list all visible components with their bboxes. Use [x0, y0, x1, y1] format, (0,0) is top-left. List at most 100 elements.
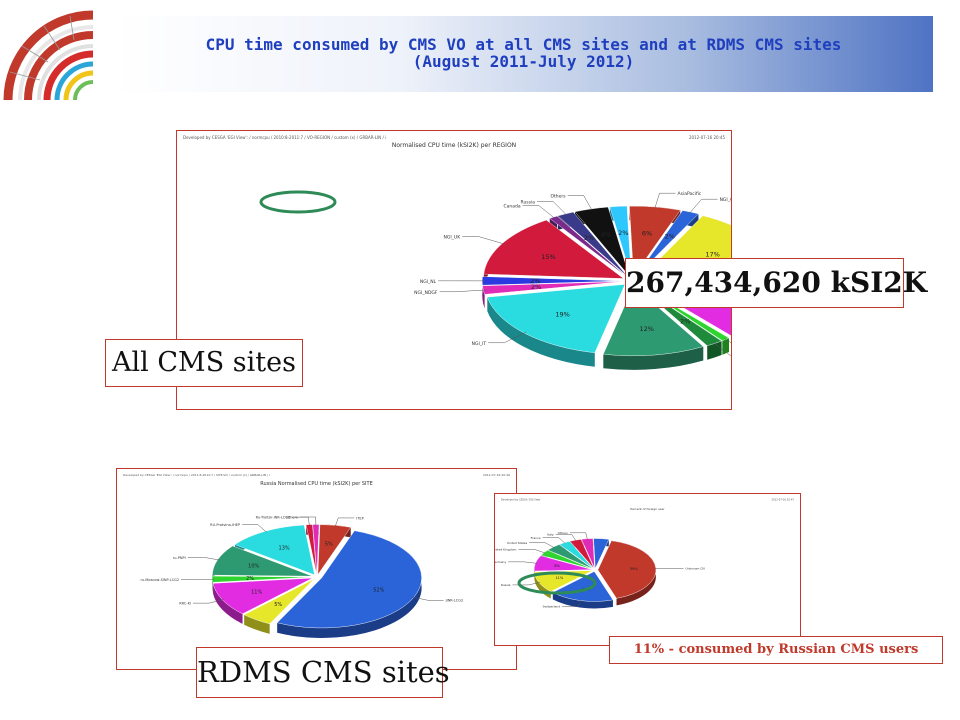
- slice-value-label: 5%: [274, 602, 282, 608]
- page-title: CPU time consumed by CMS VO at all CMS s…: [114, 36, 933, 70]
- slice-leader-line: [439, 289, 487, 293]
- slice-leader-line: [488, 331, 527, 344]
- slice-leader-line: [654, 192, 676, 209]
- slice-category-label: ru-PNPI: [173, 556, 186, 560]
- slice-category-label: Others: [286, 516, 298, 520]
- slice-leader-line: [299, 516, 317, 526]
- slice-leader-line: [518, 549, 546, 554]
- slice-value-label: 5%: [325, 542, 333, 548]
- chart-header-left: Developed by CESGA 'EGI View': / normcpu…: [123, 473, 270, 477]
- slice-category-label: NGI_NDGF: [414, 290, 438, 296]
- slice-category-label: United States: [507, 541, 528, 545]
- slice-value-label: 10%: [248, 564, 259, 570]
- pie-side-ngi-ibergrid: [707, 341, 722, 360]
- slice-leader-line: [723, 338, 731, 344]
- slice-category-label: Others: [550, 193, 566, 199]
- slice-category-label: Russia: [501, 583, 511, 587]
- slice-value-label: 17%: [705, 251, 719, 259]
- foreign-user-pie-chart: Developed by CESGA 'EGI View' 2012-07-16 …: [495, 498, 794, 609]
- slice-value-label: 4%: [601, 231, 611, 239]
- slice-category-label: Ru-Troitsk-INR-LCG2: [256, 516, 291, 520]
- slice-leader-line: [689, 198, 718, 214]
- pie-labels: 39%Unknown CN17%Switzerland11%Russia8%Ge…: [495, 531, 705, 609]
- pie-side-jinr-lcg2: [277, 530, 422, 638]
- slice-category-label: AsiaPacific: [678, 191, 702, 197]
- pie-slices: [211, 524, 422, 629]
- slice-value-label: 6%: [642, 229, 652, 237]
- pie-side-ngi-it: [487, 297, 595, 367]
- total-cpu-label: 267,434,620 kSI2K: [625, 258, 927, 308]
- slice-value-label: 8%: [554, 564, 560, 568]
- chart-header-right: 2012-07-16 20:47: [771, 498, 794, 502]
- slice-leader-line: [567, 195, 593, 211]
- slice-leader-line: [411, 596, 444, 601]
- slice-leader-line: [192, 599, 225, 604]
- pie-side-unlabeled-2: [244, 614, 270, 634]
- slice-value-label: 52%: [373, 588, 384, 594]
- title-line-1: CPU time consumed by CMS VO at all CMS s…: [205, 35, 842, 54]
- russia-highlight-ring: [259, 190, 337, 214]
- slice-category-label: ITEP: [356, 516, 364, 520]
- slice-category-label: United Kingdom: [495, 548, 517, 552]
- slice-leader-line: [562, 599, 582, 607]
- pie-labels: 5% ITEP 52% JINR-LCG2 5% 11% RRC-KI 2% ru-Moscow…: [140, 516, 463, 608]
- slice-leader-line: [242, 524, 267, 533]
- slice-category-label: Others: [558, 531, 569, 535]
- slice-category-label: RU-Protvino-IHEP: [210, 523, 240, 527]
- slice-category-label: RRC-KI: [179, 602, 191, 606]
- slice-category-label: Canada: [504, 203, 521, 209]
- slice-leader-line: [529, 542, 555, 548]
- slice-category-label: Unknown CN: [685, 567, 704, 571]
- title-banner: CPU time consumed by CMS VO at all CMS s…: [114, 16, 933, 92]
- slice-leader-line: [508, 561, 537, 564]
- slice-category-label: Russia: [521, 199, 536, 205]
- slice-category-label: ru-Moscow-SINP-LCG2: [140, 578, 179, 582]
- slice-value-label: 2%: [680, 317, 690, 325]
- all-cms-sites-label: All CMS sites: [105, 339, 303, 387]
- slice-value-label: 2%: [531, 283, 541, 291]
- slice-value-label: 12%: [639, 325, 653, 333]
- slice-leader-line: [334, 517, 355, 527]
- chart-title: Percent of foreign user: [630, 507, 665, 511]
- slice-category-label: Italy: [547, 533, 554, 537]
- pie-slices: [534, 538, 657, 602]
- slice-value-label: 13%: [279, 545, 290, 551]
- slice-category-label: NGI_UK: [443, 234, 461, 240]
- slice-value-label: 11%: [251, 589, 262, 595]
- pie-slice-unlabeled-2: [243, 578, 315, 625]
- slice-value-label: 2%: [665, 233, 675, 241]
- slice-value-label: 2%: [584, 234, 594, 242]
- pie-slice-unlabeled-0: [593, 538, 610, 569]
- slice-leader-line: [569, 532, 588, 540]
- slice-leader-line: [542, 537, 566, 544]
- pie-side-switzerland: [552, 592, 613, 609]
- slice-leader-line: [555, 534, 577, 541]
- slice-category-label: JINR-LCG2: [445, 599, 464, 603]
- cms-detector-logo: [3, 10, 94, 101]
- russia-site-pie-chart: Developed by CESGA 'EGI View': / normcpu…: [123, 473, 510, 638]
- title-line-2: (August 2011-July 2012): [412, 52, 635, 71]
- slice-value-label: 39%: [630, 567, 638, 571]
- pie-labels: 6%AsiaPacific2%NGI_CH17%NGI_DE15%NGI_FRA…: [414, 191, 731, 356]
- slice-value-label: 19%: [555, 311, 569, 319]
- slice-leader-line: [512, 582, 541, 586]
- russian-users-note: 11% - consumed by Russian CMS users: [609, 636, 943, 664]
- rdms-cms-sites-label: RDMS CMS sites: [196, 647, 450, 698]
- slice-category-label: Germany: [495, 560, 506, 564]
- chart-header-right: 2012-07-16 20:45: [689, 135, 726, 140]
- chart-header-right: 2012-07-16 20:46: [483, 473, 510, 477]
- slice-value-label: 2%: [530, 277, 540, 285]
- chart-title: Normalised CPU time (kSI2K) per REGION: [392, 142, 516, 149]
- slice-value-label: 2%: [246, 576, 254, 582]
- slice-leader-line: [462, 236, 505, 245]
- slice-value-label: 11%: [555, 576, 563, 580]
- slice-category-label: Switzerland: [543, 605, 561, 609]
- slice-leader-line: [522, 205, 555, 219]
- slice-value-label: 2%: [618, 229, 628, 237]
- slice-value-label: 15%: [541, 253, 555, 261]
- slice-leader-line: [712, 342, 731, 356]
- chart-header-left: Developed by CESGA 'EGI View': / normcpu…: [183, 135, 386, 140]
- slice-category-label: NGI_NL: [420, 279, 437, 285]
- slice-category-label: NGI_CH: [720, 197, 731, 203]
